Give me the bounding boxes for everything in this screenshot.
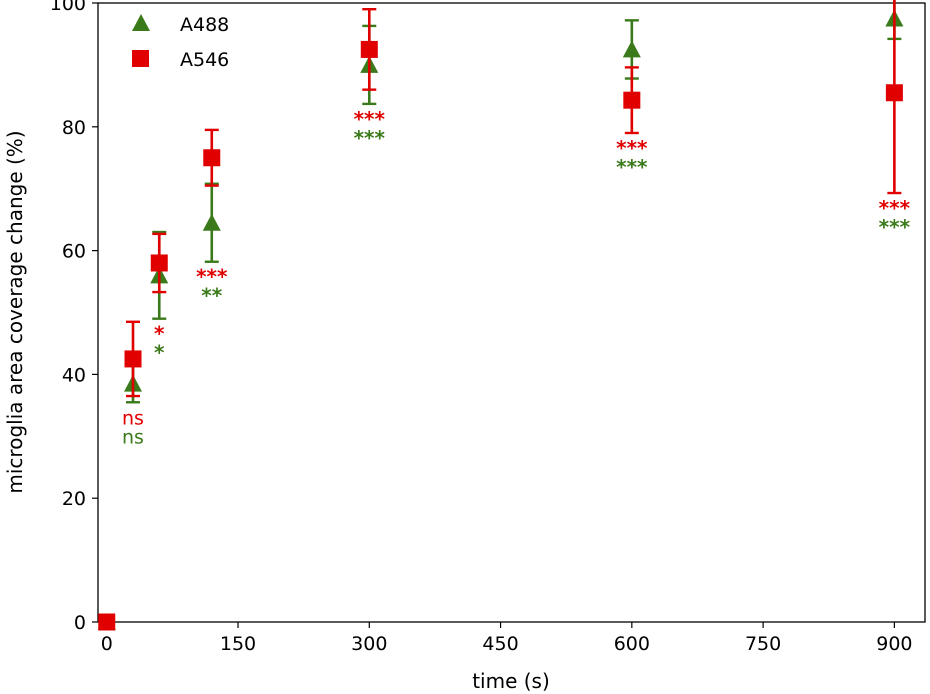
a488-significance-label: *** bbox=[879, 215, 911, 239]
a546-significance-label: *** bbox=[196, 265, 228, 289]
a546-point bbox=[360, 40, 378, 58]
a546-point bbox=[124, 350, 142, 368]
x-tick-label: 300 bbox=[351, 633, 387, 655]
x-axis-label: time (s) bbox=[472, 669, 550, 693]
a546-point bbox=[150, 254, 168, 272]
legend: A488 A546 bbox=[132, 14, 229, 71]
y-tick-label: 0 bbox=[74, 612, 86, 634]
a546-point bbox=[623, 91, 641, 109]
y-tick-label: 80 bbox=[62, 117, 86, 139]
a546-point bbox=[203, 149, 221, 167]
a488-significance-label: ** bbox=[201, 284, 222, 308]
x-tick-label: 750 bbox=[745, 633, 781, 655]
x-tick-label: 150 bbox=[220, 633, 256, 655]
a488-significance-label: *** bbox=[616, 155, 648, 179]
a546-significance-label: ns bbox=[122, 407, 144, 429]
a488-significance-label: *** bbox=[354, 126, 386, 150]
plot-frame bbox=[97, 2, 926, 623]
y-tick-label: 20 bbox=[62, 488, 86, 510]
y-tick-label: 40 bbox=[62, 364, 86, 386]
a546-significance-label: *** bbox=[354, 107, 386, 131]
a488-significance-label: * bbox=[154, 341, 165, 365]
y-axis-label: microglia area coverage change (%) bbox=[3, 130, 27, 493]
legend-marker-a488 bbox=[132, 14, 150, 31]
legend-label-a488: A488 bbox=[180, 14, 229, 36]
x-tick-label: 900 bbox=[876, 633, 912, 655]
legend-label-a546: A546 bbox=[180, 49, 229, 71]
a546-point bbox=[98, 613, 116, 631]
x-axis: 0 150 300 450 600 750 900 bbox=[101, 622, 913, 655]
y-axis: 0 20 40 60 80 100 bbox=[50, 0, 98, 634]
a488-significance-label: ns bbox=[122, 426, 144, 448]
y-tick-label: 100 bbox=[50, 0, 86, 15]
x-tick-label: 0 bbox=[101, 633, 113, 655]
a546-point bbox=[885, 84, 903, 102]
y-tick-label: 60 bbox=[62, 241, 86, 263]
a488-point bbox=[622, 40, 641, 58]
a546-significance-label: *** bbox=[616, 136, 648, 160]
a546-significance-label: *** bbox=[879, 196, 911, 220]
x-tick-label: 600 bbox=[614, 633, 650, 655]
a488-point bbox=[202, 213, 221, 231]
legend-marker-a546 bbox=[132, 50, 149, 67]
x-tick-label: 450 bbox=[482, 633, 518, 655]
a546-significance-label: * bbox=[154, 322, 165, 346]
series-layer bbox=[97, 0, 904, 631]
